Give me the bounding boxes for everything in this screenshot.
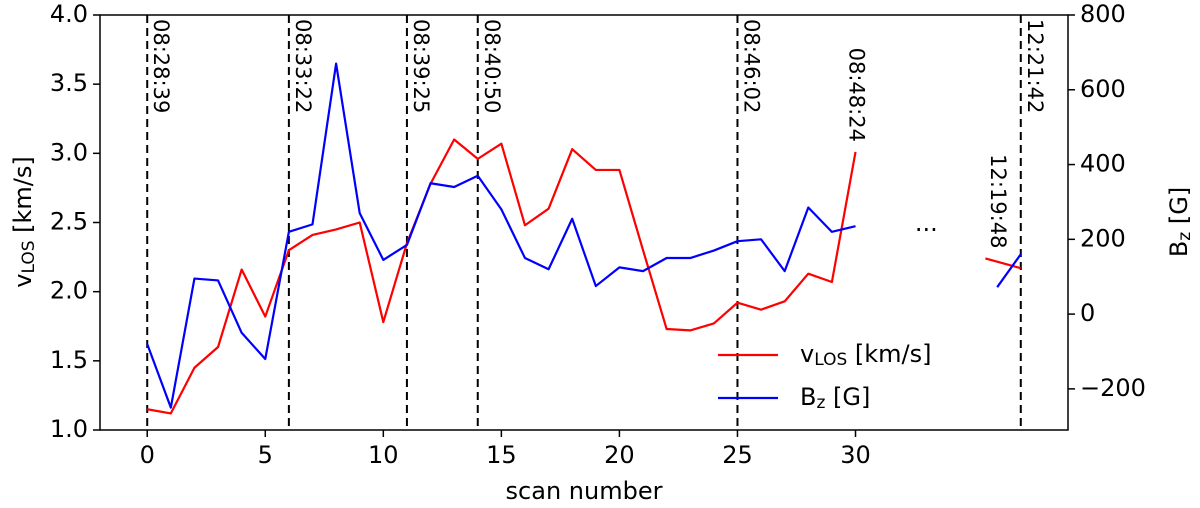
event-label: 12:21:42 xyxy=(1023,19,1047,113)
event-label: 08:39:25 xyxy=(409,19,433,113)
y-axis-label-unit: [km/s] xyxy=(9,156,37,240)
y-tick-label: 4.0 xyxy=(50,0,88,28)
legend-label-unit: [G] xyxy=(825,383,870,411)
event-label: 08:40:50 xyxy=(480,19,504,113)
y2-axis-label-sub: z xyxy=(1175,232,1195,241)
x-tick-label: 10 xyxy=(368,441,399,469)
x-tick-label: 25 xyxy=(722,441,753,469)
legend-label-sub: LOS xyxy=(814,350,847,370)
y-axis-label-main: v xyxy=(9,274,37,288)
legend-label-unit: [km/s] xyxy=(847,340,931,368)
y2-tick-label: −200 xyxy=(1080,374,1146,402)
event-label: 08:28:39 xyxy=(149,19,173,113)
x-tick-label: 20 xyxy=(604,441,635,469)
event-label: 08:33:22 xyxy=(291,19,315,113)
series-line xyxy=(146,62,856,409)
y2-axis-label: Bz [G] xyxy=(1165,187,1195,257)
y-tick-label: 2.0 xyxy=(50,277,88,305)
series-line xyxy=(147,138,857,415)
y-tick-label: 1.5 xyxy=(50,346,88,374)
x-axis-label: scan number xyxy=(506,477,663,505)
y2-tick-label: 0 xyxy=(1080,299,1095,327)
x-tick-label: 0 xyxy=(140,441,155,469)
y-axis-label-sub: LOS xyxy=(19,240,39,273)
event-label: 12:19:48 xyxy=(986,154,1010,248)
legend-label-sub: z xyxy=(816,393,825,413)
legend-label-main: B xyxy=(800,383,816,411)
x-tick-label: 30 xyxy=(840,441,871,469)
y2-axis-label-main: B xyxy=(1165,241,1193,257)
event-label: 08:46:02 xyxy=(739,19,763,113)
series-line xyxy=(985,257,1022,270)
legend-label: Bz [G] xyxy=(800,383,870,413)
y-tick-label: 3.5 xyxy=(50,69,88,97)
y2-axis-label-unit: [G] xyxy=(1165,187,1193,232)
event-label: 08:48:24 xyxy=(845,48,869,142)
y2-tick-label: 600 xyxy=(1080,75,1126,103)
y-tick-label: 1.0 xyxy=(50,415,88,443)
y2-tick-label: 800 xyxy=(1080,0,1126,28)
axis-break-mark: ... xyxy=(915,209,938,237)
y-tick-label: 2.5 xyxy=(50,208,88,236)
legend-label-main: v xyxy=(800,340,814,368)
legend-label: vLOS [km/s] xyxy=(800,340,931,370)
y-tick-label: 3.0 xyxy=(50,138,88,166)
y2-tick-label: 200 xyxy=(1080,224,1126,252)
x-tick-label: 15 xyxy=(486,441,517,469)
x-tick-label: 5 xyxy=(258,441,273,469)
y2-tick-label: 400 xyxy=(1080,150,1126,178)
series-line xyxy=(996,253,1022,288)
y-axis-label: vLOS [km/s] xyxy=(9,156,39,287)
